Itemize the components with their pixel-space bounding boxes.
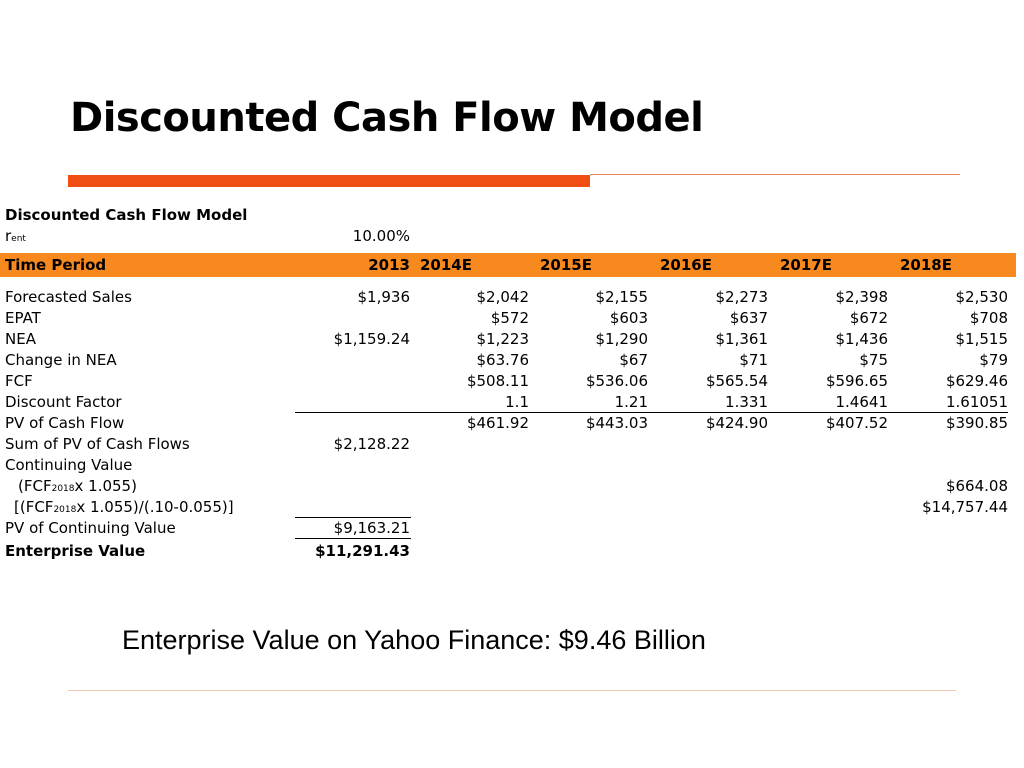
- cell-value: $2,530: [955, 288, 1009, 306]
- cell-value: $637: [729, 309, 768, 327]
- formula-sub: 2018: [51, 484, 75, 494]
- row-label: FCF: [5, 372, 33, 390]
- cell-value: 1.1: [505, 393, 529, 411]
- row-label: Change in NEA: [5, 351, 117, 369]
- row-label: PV of Continuing Value: [5, 519, 176, 537]
- cell-value: $672: [849, 309, 888, 327]
- cell-value: $1,361: [715, 330, 769, 348]
- rate-row: rent 10.00%: [0, 226, 1016, 247]
- table-row: EPAT $572 $603 $637 $672 $708: [0, 308, 1016, 329]
- cell-value: $75: [859, 351, 888, 369]
- table-row: Discount Factor 1.1 1.21 1.331 1.4641 1.…: [0, 392, 1016, 413]
- cell-value: $603: [609, 309, 648, 327]
- cell-value: $565.54: [705, 372, 768, 390]
- cell-value: $2,042: [476, 288, 530, 306]
- year-header: 2016E: [660, 256, 712, 274]
- bottom-divider: [68, 690, 956, 691]
- cell-value: 1.21: [614, 393, 648, 411]
- cell-value: 1.4641: [835, 393, 889, 411]
- table-row: Sum of PV of Cash Flows $2,128.22: [0, 434, 1016, 455]
- cell-value: $79: [979, 351, 1008, 369]
- formula-text: (FCF: [18, 477, 52, 495]
- cell-value: $390.85: [945, 414, 1008, 432]
- cell-value: $67: [619, 351, 648, 369]
- cell-value: $2,398: [835, 288, 889, 306]
- table-row: FCF $508.11 $536.06 $565.54 $596.65 $629…: [0, 371, 1016, 392]
- cell-value: $536.06: [585, 372, 648, 390]
- row-label: Enterprise Value: [5, 542, 146, 560]
- table-row: Continuing Value: [0, 455, 1016, 476]
- cell-value: 1.331: [725, 393, 768, 411]
- cv-formula-label: [(FCF2018x 1.055)/(.10-0.055)]: [14, 497, 234, 521]
- cell-value: $1,515: [955, 330, 1009, 348]
- cell-value: $11,291.43: [315, 542, 410, 560]
- table-row: Enterprise Value $11,291.43: [0, 539, 1016, 563]
- cell-value: $2,128.22: [333, 435, 410, 453]
- formula-text: [(FCF: [14, 498, 54, 516]
- cell-value: $63.76: [476, 351, 530, 369]
- formula-text: x 1.055): [74, 477, 137, 495]
- rate-label-sub: ent: [11, 234, 26, 244]
- year-header: 2017E: [780, 256, 832, 274]
- cell-value: $629.46: [945, 372, 1008, 390]
- row-label: Forecasted Sales: [5, 288, 132, 306]
- row-label: Sum of PV of Cash Flows: [5, 435, 190, 453]
- dcf-table: Discounted Cash Flow Model rent 10.00% T…: [0, 205, 1016, 563]
- year-header: 2014E: [420, 256, 472, 274]
- table-rule: [295, 412, 1008, 413]
- row-label: PV of Cash Flow: [5, 414, 125, 432]
- row-label: EPAT: [5, 309, 41, 327]
- table-rule: [295, 538, 411, 539]
- cell-value: $71: [739, 351, 768, 369]
- cell-value: $14,757.44: [922, 498, 1008, 516]
- cell-value: $1,223: [476, 330, 530, 348]
- cell-value: $1,936: [357, 288, 411, 306]
- cv-formula-label: (FCF2018x 1.055): [18, 476, 137, 500]
- cv-formula-row: (FCF2018x 1.055) $664.08: [0, 476, 1016, 497]
- year-header: 2015E: [540, 256, 592, 274]
- cell-value: $2,273: [715, 288, 769, 306]
- cell-value: $2,155: [595, 288, 649, 306]
- time-period-header-row: Time Period 2013 2014E 2015E 2016E 2017E…: [0, 253, 1016, 277]
- cell-value: $664.08: [945, 477, 1008, 495]
- rate-value: 10.00%: [352, 227, 410, 245]
- table-row: NEA $1,159.24 $1,223 $1,290 $1,361 $1,43…: [0, 329, 1016, 350]
- row-label: Discount Factor: [5, 393, 122, 411]
- year-header: 2018E: [900, 256, 952, 274]
- table-heading: Discounted Cash Flow Model: [5, 206, 248, 224]
- table-row: Change in NEA $63.76 $67 $71 $75 $79: [0, 350, 1016, 371]
- cell-value: $424.90: [705, 414, 768, 432]
- formula-sub: 2018: [53, 505, 77, 515]
- rate-label-main: r: [5, 227, 12, 245]
- cell-value: $708: [969, 309, 1008, 327]
- cell-value: 1.61051: [945, 393, 1008, 411]
- cell-value: $461.92: [466, 414, 529, 432]
- title-accent-line: [590, 174, 960, 175]
- cell-value: $508.11: [466, 372, 529, 390]
- slide-title: Discounted Cash Flow Model: [70, 95, 704, 141]
- cell-value: $1,436: [835, 330, 889, 348]
- row-label: NEA: [5, 330, 36, 348]
- cell-value: $1,290: [595, 330, 649, 348]
- table-rule: [295, 517, 411, 518]
- caption: Enterprise Value on Yahoo Finance: $9.46…: [122, 625, 706, 655]
- time-period-label: Time Period: [5, 256, 107, 274]
- cell-value: $572: [490, 309, 529, 327]
- year-header: 2013: [368, 256, 410, 274]
- cell-value: $407.52: [825, 414, 888, 432]
- cv-formula-row: [(FCF2018x 1.055)/(.10-0.055)] $14,757.4…: [0, 497, 1016, 518]
- row-label: Continuing Value: [5, 456, 133, 474]
- table-row: PV of Cash Flow $461.92 $443.03 $424.90 …: [0, 413, 1016, 434]
- formula-text: x 1.055)/(.10-0.055)]: [76, 498, 234, 516]
- cell-value: $596.65: [825, 372, 888, 390]
- cell-value: $9,163.21: [333, 519, 410, 537]
- rate-label: rent: [5, 226, 26, 250]
- table-row: Forecasted Sales $1,936 $2,042 $2,155 $2…: [0, 287, 1016, 308]
- table-row: PV of Continuing Value $9,163.21: [0, 518, 1016, 539]
- cell-value: $1,159.24: [333, 330, 410, 348]
- table-heading-row: Discounted Cash Flow Model: [0, 205, 1016, 226]
- cell-value: $443.03: [585, 414, 648, 432]
- title-accent-bar: [68, 175, 590, 187]
